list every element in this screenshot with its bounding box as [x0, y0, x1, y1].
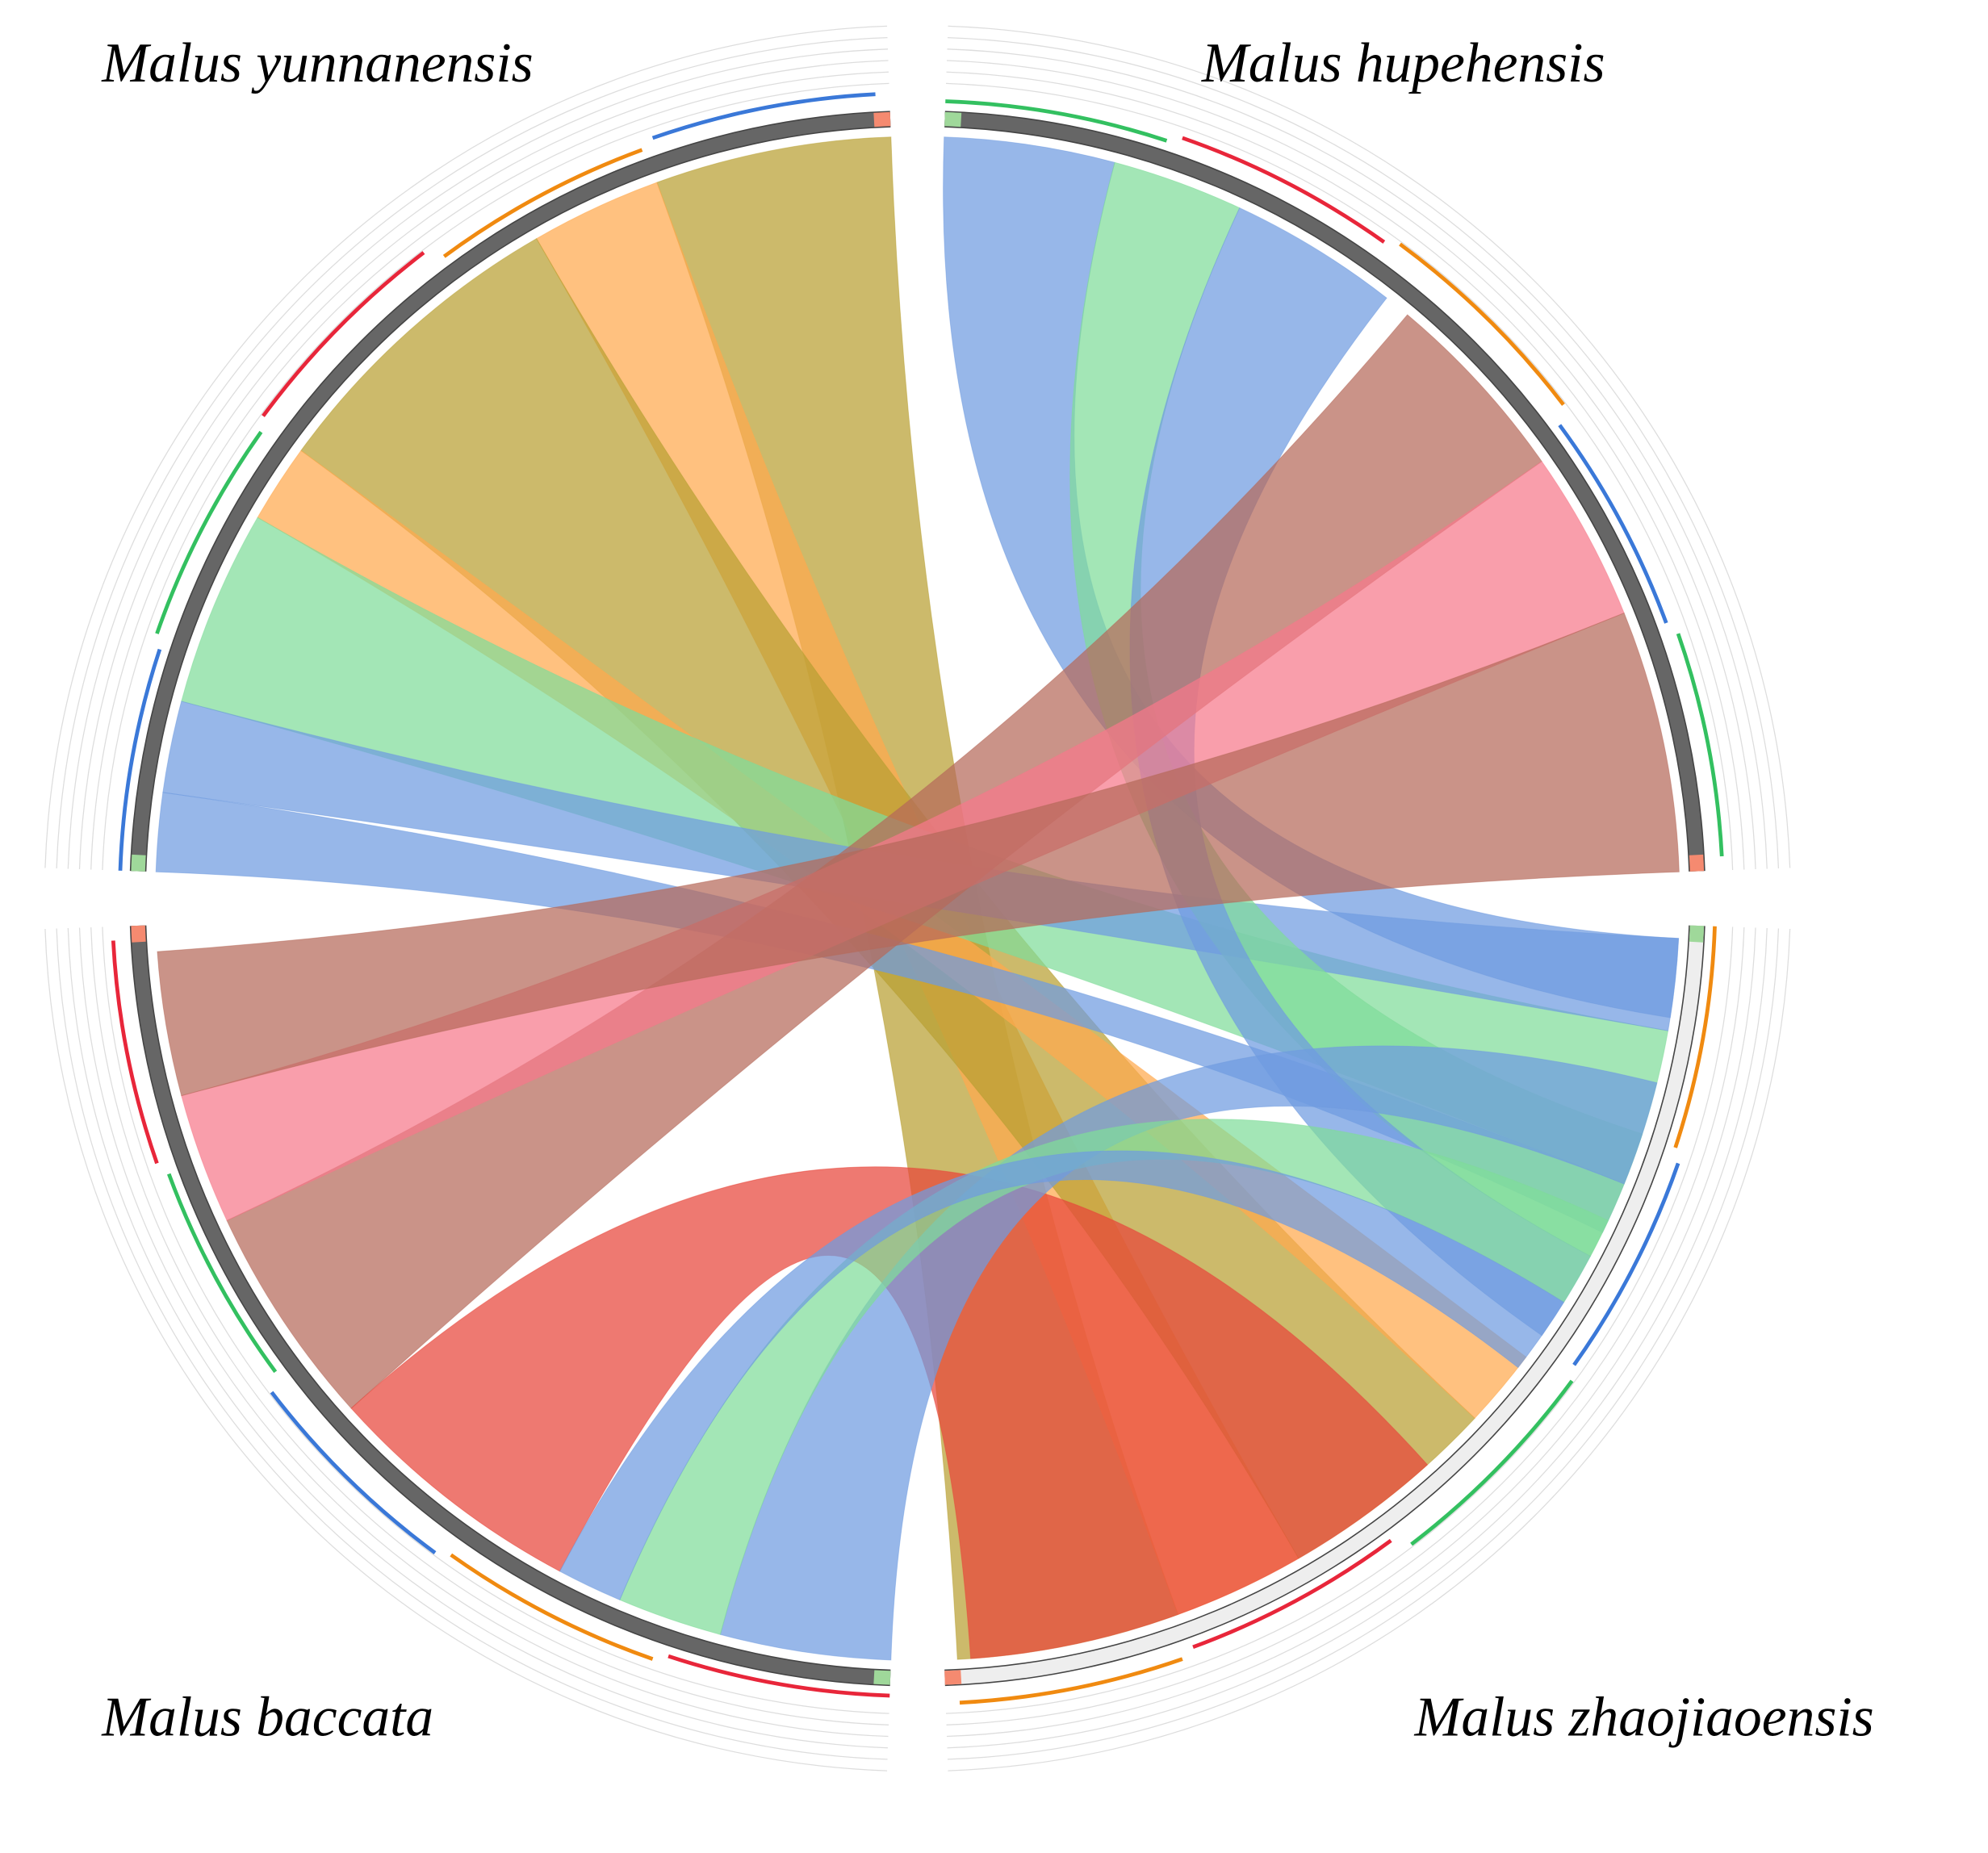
end-marker [138, 926, 139, 942]
species-label: Malus zhaojiaoensis [1414, 1687, 1874, 1749]
end-marker [944, 119, 961, 120]
ribbons [156, 137, 1679, 1660]
species-label: Malus yunnanensis [101, 32, 533, 94]
end-marker [874, 119, 890, 120]
species-label: Malus hupehensis [1201, 32, 1605, 94]
end-marker [944, 1677, 961, 1678]
species-label: Malus baccata [101, 1687, 433, 1749]
end-marker [874, 1677, 890, 1678]
end-marker [138, 855, 139, 871]
